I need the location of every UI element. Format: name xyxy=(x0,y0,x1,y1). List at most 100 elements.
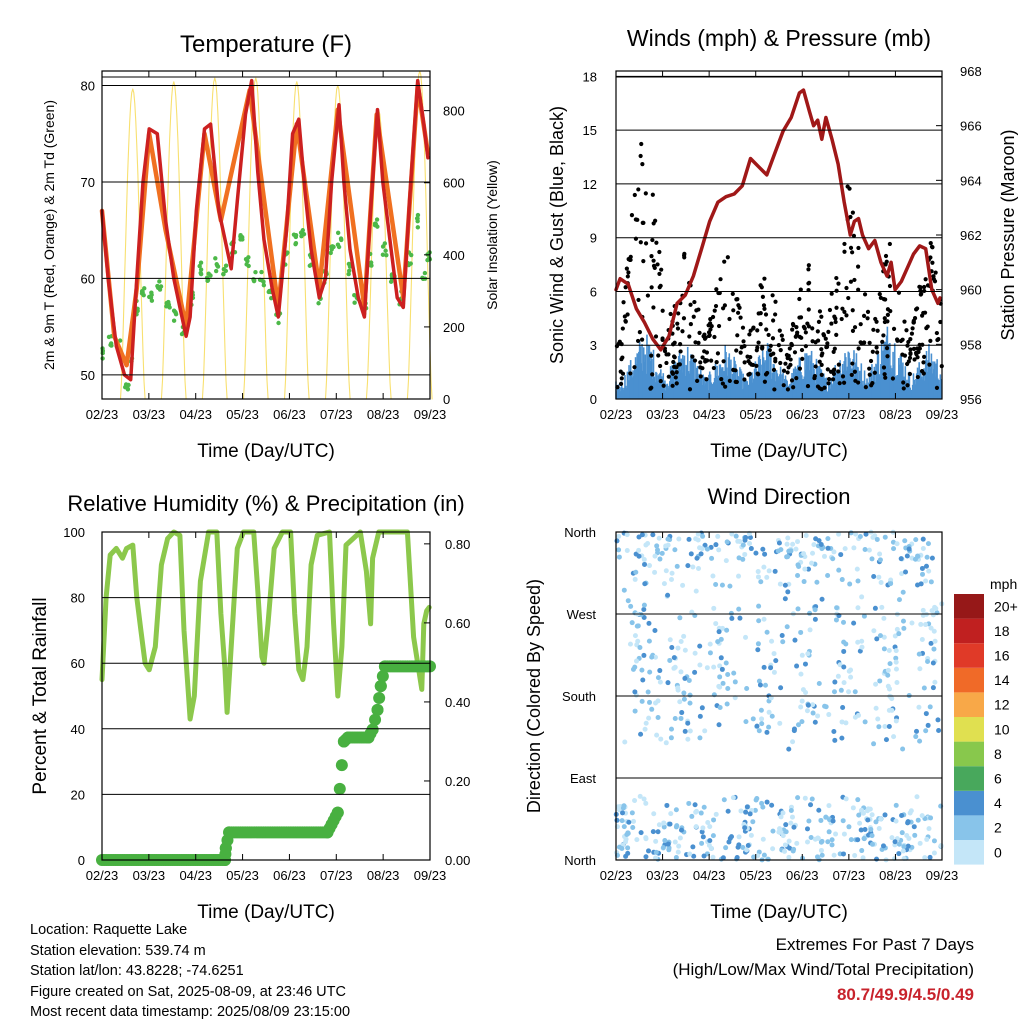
gust-dot xyxy=(927,362,932,367)
legend-label: 20+ xyxy=(994,598,1018,614)
gust-dot xyxy=(872,370,877,375)
direction-dot xyxy=(851,620,857,626)
gust-dot xyxy=(871,327,876,332)
gust-dot xyxy=(652,265,657,271)
direction-dot xyxy=(675,645,681,651)
gust-dot xyxy=(921,371,926,376)
gust-dot xyxy=(934,385,940,390)
y-tick-label: 60 xyxy=(71,656,85,671)
gust-dot xyxy=(725,255,730,260)
gust-dot xyxy=(711,365,716,371)
gust-dot xyxy=(881,297,887,302)
direction-dot xyxy=(616,554,622,560)
direction-dot xyxy=(628,603,634,609)
gust-dot xyxy=(638,240,643,245)
gust-dot xyxy=(865,316,870,321)
direction-dot xyxy=(697,643,703,649)
gust-dot xyxy=(773,312,778,317)
direction-dot xyxy=(671,665,677,671)
direction-dot xyxy=(646,620,652,626)
direction-dot xyxy=(841,619,847,625)
x-tick-label: 06/23 xyxy=(273,407,306,422)
direction-dot xyxy=(732,679,738,685)
direction-dot xyxy=(913,537,919,543)
gust-dot xyxy=(751,325,756,330)
direction-dot xyxy=(936,728,942,734)
direction-dot xyxy=(830,556,836,562)
direction-dot xyxy=(678,827,684,833)
dewpoint-dot xyxy=(388,279,394,284)
direction-dot xyxy=(743,809,749,815)
direction-dot xyxy=(765,856,771,862)
direction-dot xyxy=(736,834,742,840)
dewpoint-dot xyxy=(330,244,335,249)
legend-label: 12 xyxy=(994,697,1010,713)
direction-dot xyxy=(904,833,910,839)
gust-dot xyxy=(912,316,918,321)
gust-dot xyxy=(721,359,726,364)
direction-dot xyxy=(782,842,788,848)
gust-dot xyxy=(727,378,732,383)
gust-dot xyxy=(636,187,641,192)
panel-1: 02/23 03/23 04/23 05/23 06/23 07/23 08/23 09/23… xyxy=(41,31,500,462)
direction-dot xyxy=(764,799,770,805)
gust-dot xyxy=(645,293,650,298)
direction-dot xyxy=(912,832,918,838)
direction-dot xyxy=(632,576,638,582)
gust-dot xyxy=(910,326,915,331)
direction-dot xyxy=(925,722,931,728)
direction-dot xyxy=(744,804,750,810)
gust-dot xyxy=(890,376,896,381)
direction-dot xyxy=(861,613,867,619)
direction-dot xyxy=(761,852,767,858)
direction-dot xyxy=(816,538,822,544)
direction-dot xyxy=(935,717,941,723)
direction-dot xyxy=(697,735,703,741)
direction-dot xyxy=(825,572,831,578)
gust-dot xyxy=(641,259,646,264)
panel-4: 02/23 03/23 04/23 05/23 06/23 07/23 08/23 09/23… xyxy=(524,484,958,923)
dewpoint-dot xyxy=(215,263,220,268)
direction-dot xyxy=(681,690,687,696)
direction-dot xyxy=(872,533,878,539)
direction-dot xyxy=(764,629,770,635)
direction-dot xyxy=(686,800,692,806)
x-tick-label: 04/23 xyxy=(693,868,726,883)
gust-dot xyxy=(840,374,846,379)
gust-dot xyxy=(779,333,784,338)
y2-tick-label: 0.20 xyxy=(445,774,470,789)
gust-dot xyxy=(674,381,679,386)
gust-dot xyxy=(625,312,630,317)
direction-dot xyxy=(756,728,762,734)
gust-dot xyxy=(842,309,847,314)
gust-dot xyxy=(837,381,842,386)
x-tick-label: 02/23 xyxy=(86,868,119,883)
direction-dot xyxy=(758,579,764,585)
direction-dot xyxy=(760,804,766,810)
direction-dot xyxy=(893,666,899,672)
direction-dot xyxy=(706,842,712,848)
gust-dot xyxy=(817,359,822,364)
gust-dot xyxy=(704,377,709,382)
direction-dot xyxy=(641,602,647,608)
direction-dot xyxy=(810,710,816,716)
direction-dot xyxy=(806,818,812,824)
direction-dot xyxy=(755,853,761,859)
gust-dot xyxy=(747,332,752,337)
gust-dot xyxy=(875,328,880,333)
direction-dot xyxy=(705,820,711,826)
gust-dot xyxy=(674,365,679,370)
panel-3: 02/23 03/23 04/23 05/23 06/23 07/23 08/23 09/23… xyxy=(30,491,470,923)
direction-dot xyxy=(830,818,836,824)
direction-dot xyxy=(877,551,883,557)
direction-dot xyxy=(862,547,868,553)
direction-dot xyxy=(770,846,776,852)
direction-dot xyxy=(877,678,883,684)
direction-dot xyxy=(931,850,937,856)
gust-dot xyxy=(770,336,776,341)
gust-dot xyxy=(819,362,824,367)
legend-swatch xyxy=(954,790,984,816)
direction-dot xyxy=(928,579,934,585)
direction-dot xyxy=(652,627,658,633)
direction-dot xyxy=(724,627,730,633)
